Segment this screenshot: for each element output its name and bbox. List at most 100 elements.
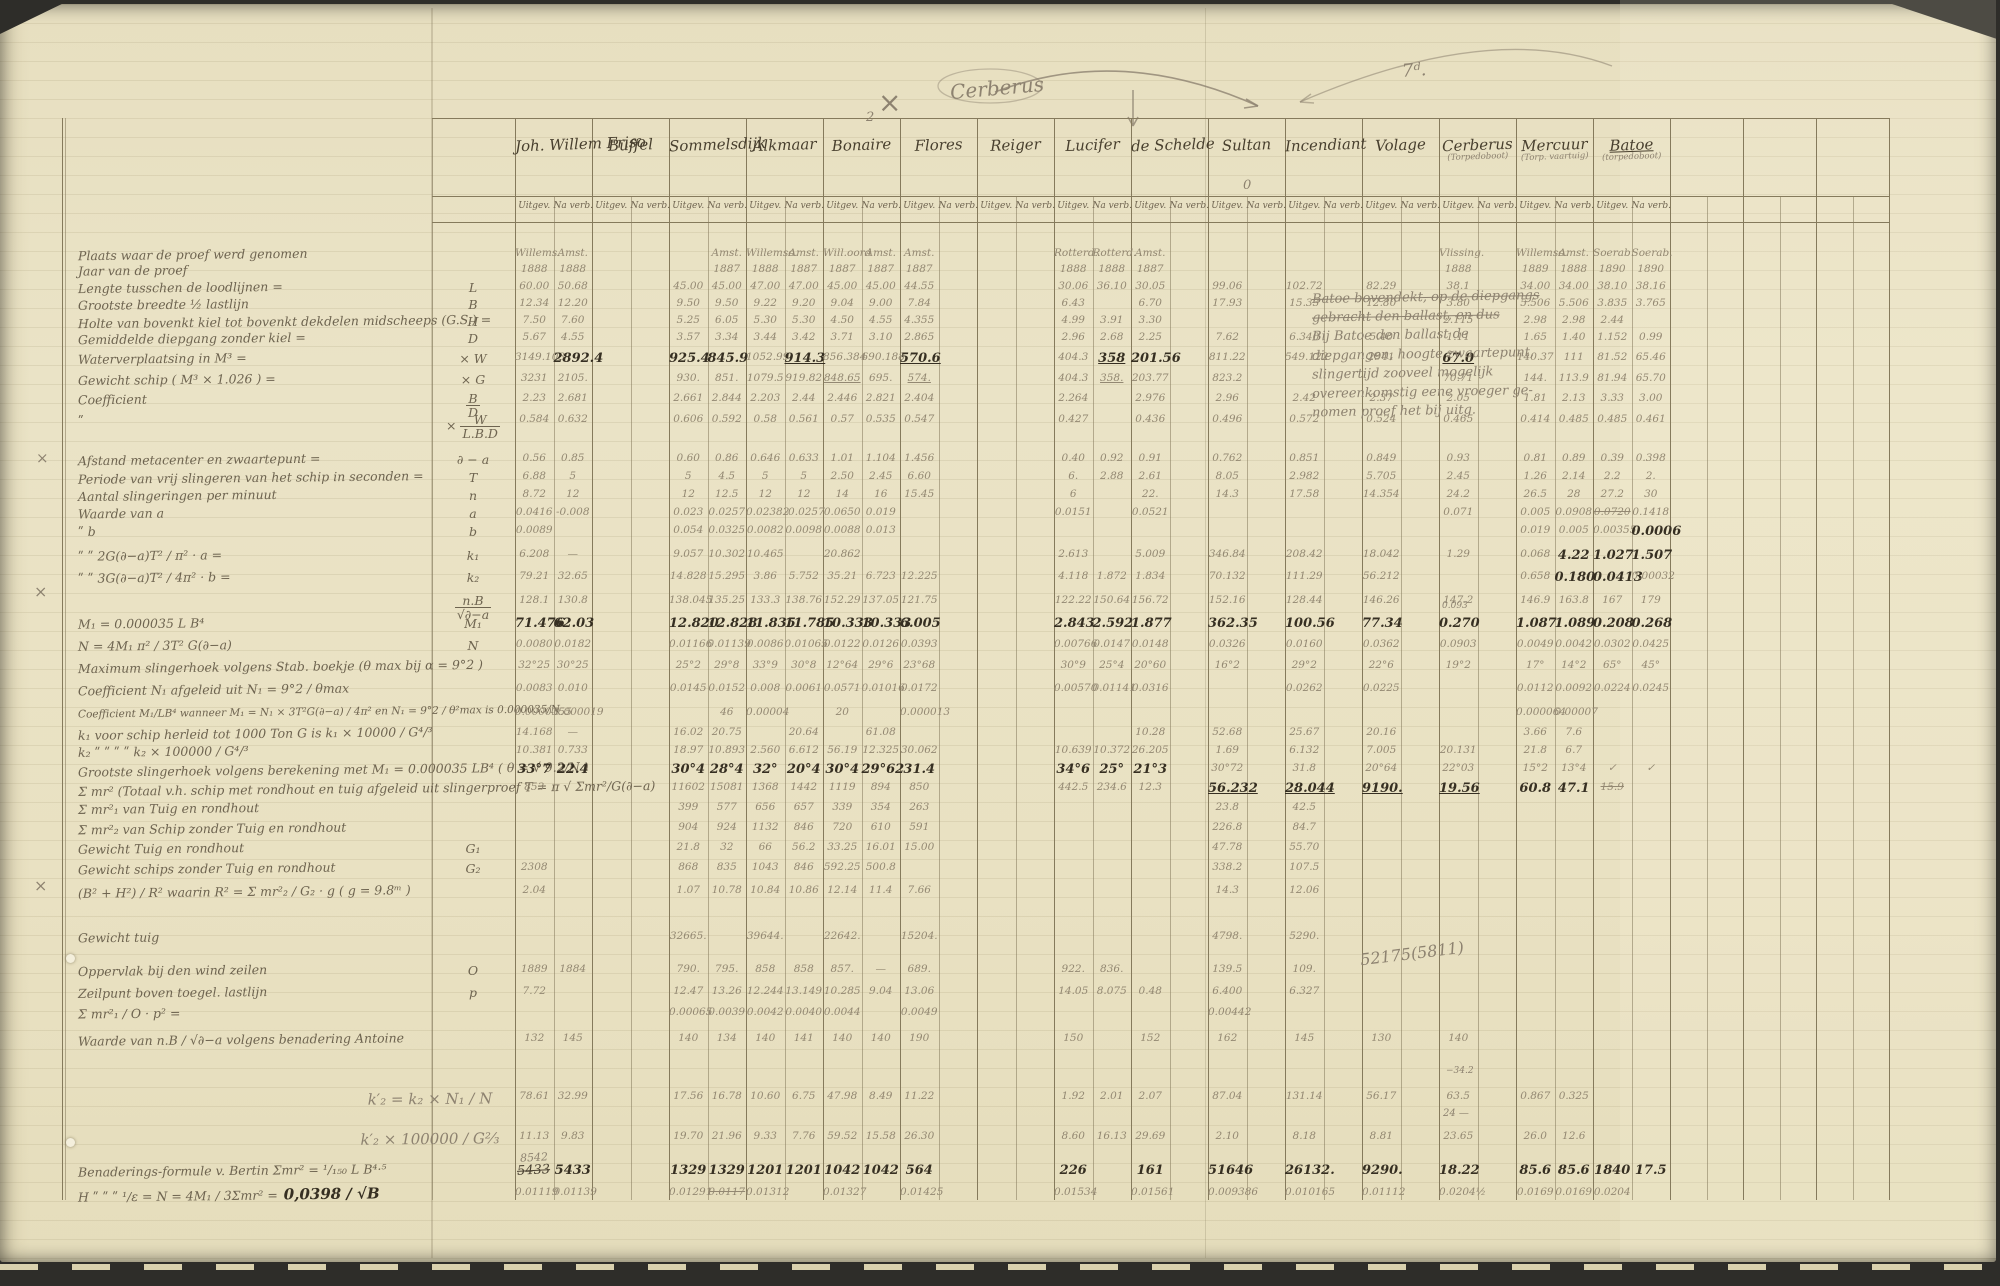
table-cell: 0.99 (1639, 331, 1663, 343)
table-cell: 9.04 (830, 297, 854, 309)
table-cell: 0.010165 (1285, 1186, 1336, 1198)
table-cell: 16.02 (673, 726, 704, 738)
table-cell: 6.612 (788, 744, 819, 756)
ship-name: Sommelsdijk (669, 134, 767, 155)
table-cell: 0.01166 (669, 638, 713, 650)
table-cell: 2.98 (1562, 314, 1586, 326)
table-cell: 13°4 (1561, 762, 1587, 774)
table-cell: 0.851 (1289, 452, 1320, 464)
table-cell: 10.285 (823, 985, 861, 997)
row-symbol: ∂ − a (456, 452, 490, 467)
table-cell: 2.115 (1443, 314, 1474, 326)
table-cell: 0.56 (522, 452, 546, 464)
table-cell: 0.658 (1520, 570, 1551, 582)
row-label: Gewicht tuig (77, 929, 160, 946)
table-cell: 113.9 (1558, 372, 1589, 384)
table-cell: 67.0 (1442, 351, 1475, 366)
table-cell: 47.78 (1212, 841, 1243, 853)
table-grid-line (432, 196, 1889, 197)
table-cell: 610 (870, 821, 891, 833)
table-cell: 111 (1563, 351, 1584, 363)
table-cell: 65.46 (1635, 351, 1666, 363)
table-grid-line (1015, 196, 1017, 1200)
table-cell: 2.44 (792, 392, 816, 404)
table-cell: 6.43 (1061, 297, 1085, 309)
row-label: Waterverplaatsing in M³ = (77, 350, 247, 367)
table-cell: 135.25 (708, 594, 746, 606)
row-label: Coefficient N₁ afgeleid uit N₁ = 9°2 / θ… (77, 680, 350, 699)
table-cell: 2.10 (1215, 1130, 1239, 1142)
table-cell: 0.068 (1520, 548, 1551, 560)
table-cell: 2.23 (522, 392, 546, 404)
table-cell: 6.7 (1565, 744, 1583, 756)
table-cell: 156.72 (1131, 594, 1169, 606)
table-cell: 0.572 (1289, 413, 1320, 425)
table-cell: 3231 (520, 372, 548, 384)
table-cell: Rotterd. (1054, 247, 1098, 259)
table-cell: 6. (1068, 470, 1079, 482)
row-symbol: G₂ (465, 861, 481, 876)
subheader-cell: Na verb. (1477, 201, 1517, 211)
table-cell: 22°03 (1442, 762, 1475, 774)
table-cell: 695. (869, 372, 893, 384)
table-grid-line (432, 222, 1889, 223)
table-cell: 9.50 (715, 297, 739, 309)
table-grid-line (1706, 196, 1708, 1200)
table-cell: 0.60 (676, 452, 700, 464)
table-cell: 0.0302 (1593, 638, 1631, 650)
table-cell: 12.244 (746, 985, 784, 997)
table-cell: 18.97 (673, 744, 704, 756)
table-cell: 5433 (554, 1163, 591, 1178)
table-cell: 12 (566, 488, 580, 500)
table-cell: 1368 (751, 781, 779, 793)
table-cell: 0.0145 (669, 682, 707, 694)
table-cell: Vlissing. (1439, 247, 1485, 259)
row-label: k₂ ʺ ʺ ʺ ʺ k₂ × 100000 / G⁴/³ (77, 743, 249, 760)
table-cell: 78.61 (519, 1090, 550, 1102)
table-cell: 0.01139 (553, 1186, 597, 1198)
table-cell: 22°6 (1368, 659, 1394, 671)
table-cell: 2.45 (869, 470, 893, 482)
table-cell: 13.149 (785, 985, 823, 997)
table-cell: 146.26 (1362, 594, 1400, 606)
table-grid-line (1743, 118, 1744, 1200)
table-cell: 0.019 (865, 506, 896, 518)
table-cell: — (567, 548, 579, 560)
table-cell: 848.65 (823, 372, 861, 384)
table-cell: 0.005 (1520, 506, 1551, 518)
table-cell: 0.524 (1366, 413, 1397, 425)
ship-name-label: Lucifer (1064, 135, 1121, 155)
table-cell: 592.25 (823, 861, 861, 873)
table-cell: 0.005 (1558, 524, 1589, 536)
table-grid-line (1516, 118, 1517, 1200)
table-cell: 17.56 (673, 1090, 704, 1102)
table-cell: 167 (1602, 594, 1623, 606)
table-cell: 3.57 (676, 331, 700, 343)
table-cell: 0.054 (673, 524, 704, 536)
pencil-annotation: × (878, 86, 902, 119)
table-cell: 1884 (559, 963, 587, 975)
table-cell: 1.11 (1446, 331, 1470, 343)
table-cell: 42.5 (1292, 801, 1316, 813)
subheader-cell: Na verb. (1015, 201, 1055, 211)
ship-name-label: Bonaire (831, 134, 892, 156)
table-cell: 12.6 (1562, 1130, 1586, 1142)
pencil-annotation: × (36, 449, 49, 467)
table-cell: 1.456 (904, 452, 935, 464)
table-grid-line (746, 118, 747, 1200)
table-cell: 362.35 (1208, 616, 1258, 631)
table-cell: 12.14 (827, 884, 858, 896)
row-label: Σ mr²₁ / O · p² = (77, 1005, 181, 1022)
table-cell: 2.45 (1446, 470, 1470, 482)
subheader-cell: Uitgev. (1519, 201, 1552, 211)
table-cell: 0.071 (1443, 506, 1474, 518)
ship-name: Volage (1362, 135, 1440, 156)
table-cell: 0.547 (904, 413, 935, 425)
subheader-cell: Na verb. (1092, 201, 1132, 211)
table-cell: 0.000019 (553, 706, 604, 718)
table-cell: 12.47 (673, 985, 704, 997)
table-cell: 7.62 (1215, 331, 1239, 343)
table-cell: 0.414 (1520, 413, 1551, 425)
table-cell: 10.333 (861, 616, 912, 631)
table-cell: 0.01327 (823, 1186, 867, 1198)
